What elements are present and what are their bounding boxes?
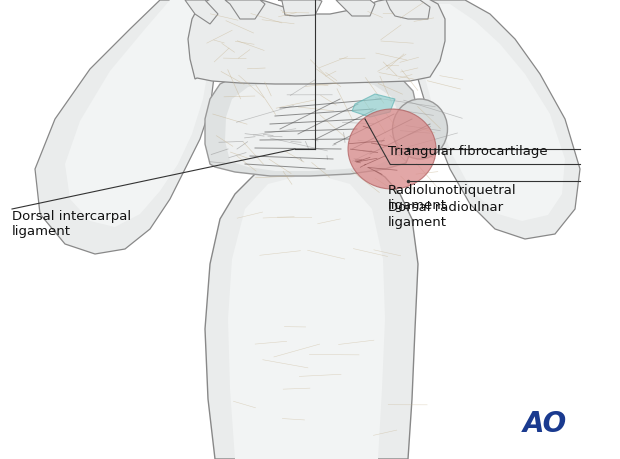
Polygon shape	[205, 66, 417, 176]
Text: Dorsal radioulnar
ligament: Dorsal radioulnar ligament	[388, 201, 503, 229]
Polygon shape	[228, 177, 385, 459]
Ellipse shape	[392, 99, 448, 159]
Polygon shape	[225, 0, 265, 19]
Text: Radiolunotriquetral
ligament: Radiolunotriquetral ligament	[388, 184, 516, 212]
Polygon shape	[336, 0, 375, 16]
Polygon shape	[386, 0, 430, 19]
Text: AO: AO	[523, 410, 567, 438]
Polygon shape	[352, 94, 395, 117]
Polygon shape	[225, 79, 400, 171]
Polygon shape	[278, 0, 322, 16]
Polygon shape	[205, 159, 418, 459]
Polygon shape	[415, 0, 580, 239]
Text: Triangular fibrocartilage: Triangular fibrocartilage	[388, 145, 547, 157]
Ellipse shape	[348, 109, 436, 189]
Polygon shape	[35, 0, 222, 254]
Polygon shape	[420, 4, 565, 221]
Polygon shape	[185, 0, 218, 24]
Polygon shape	[65, 0, 212, 227]
Polygon shape	[188, 0, 445, 84]
Text: Dorsal intercarpal
ligament: Dorsal intercarpal ligament	[12, 210, 131, 238]
